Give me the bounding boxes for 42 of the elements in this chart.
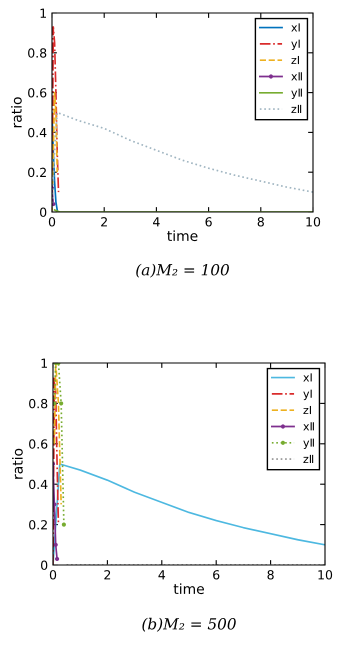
y-tick-label: 0.2 bbox=[29, 520, 47, 530]
text: (a)M₂ = 100 bbox=[136, 264, 229, 278]
x-tick-label: 8 bbox=[258, 217, 264, 227]
x-tick-label: 2 bbox=[104, 570, 110, 580]
legend-label: xⅠ bbox=[303, 373, 312, 382]
y-tick-label: 0.8 bbox=[28, 48, 46, 58]
x-axis-title: time bbox=[167, 230, 198, 242]
y-tick-label: 0.4 bbox=[28, 128, 46, 138]
y-tick-label: 0.4 bbox=[29, 480, 48, 490]
y-tick-label: 0.6 bbox=[28, 88, 46, 98]
x-tick-label: 6 bbox=[205, 217, 212, 227]
y-tick-label: 0 bbox=[41, 560, 48, 570]
x-tick-label: 4 bbox=[153, 217, 160, 226]
x-tick-label: 2 bbox=[101, 217, 107, 226]
y-tick-label: 0.6 bbox=[29, 439, 48, 449]
x-tick-label: 10 bbox=[306, 217, 320, 227]
y-tick-label: 0.2 bbox=[28, 168, 46, 178]
legend-label: xⅡ bbox=[291, 72, 302, 80]
legend-label: xⅠ bbox=[291, 23, 300, 32]
legend-label: zⅠ bbox=[303, 406, 311, 414]
y-tick-label: 1 bbox=[40, 8, 46, 18]
x-tick-label: 0 bbox=[48, 217, 56, 227]
y-axis-title: ratio bbox=[11, 97, 22, 128]
legend-label: zⅡ bbox=[303, 454, 314, 463]
y-tick-label: 0.8 bbox=[29, 398, 48, 408]
legend-label: xⅡ bbox=[303, 422, 314, 430]
y-axis-title: ratio bbox=[12, 448, 23, 479]
legend-label: yⅡ bbox=[291, 88, 302, 99]
legend-label: zⅡ bbox=[291, 104, 302, 113]
y-tick-label: 1 bbox=[42, 358, 47, 368]
x-tick-label: 10 bbox=[318, 570, 332, 580]
x-tick-label: 4 bbox=[158, 570, 166, 580]
y-tick-label: 0 bbox=[40, 207, 46, 217]
legend-label: yⅡ bbox=[303, 438, 314, 449]
x-tick-label: 8 bbox=[267, 570, 274, 580]
x-tick-label: 6 bbox=[213, 570, 220, 580]
legend-label: yⅠ bbox=[291, 40, 300, 50]
legend-label: zⅠ bbox=[291, 56, 299, 64]
legend-label: yⅠ bbox=[303, 390, 312, 400]
text: (b)M₂ = 500 bbox=[142, 618, 236, 632]
x-axis-title: time bbox=[174, 583, 204, 594]
x-tick-label: 0 bbox=[50, 570, 56, 580]
